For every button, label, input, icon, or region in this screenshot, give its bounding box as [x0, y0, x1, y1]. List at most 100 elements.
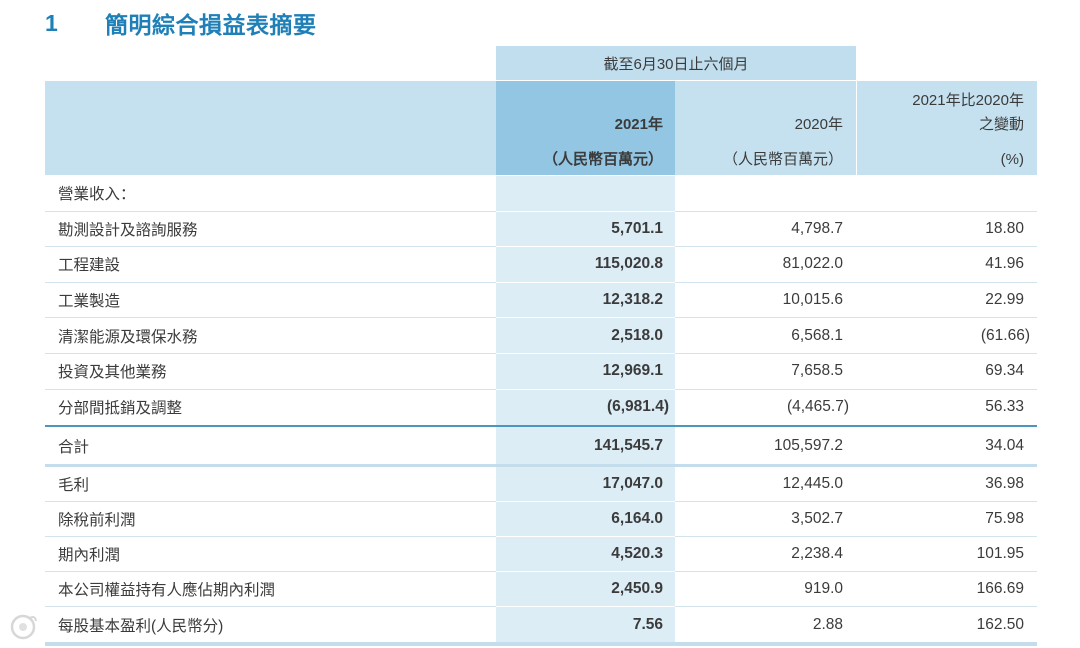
value-change: 22.99 — [985, 291, 1024, 309]
column-header-2021: 2021年 （人民幣百萬元） — [496, 81, 675, 175]
column-change-line1: 2021年比2020年 — [912, 92, 1024, 109]
column-header-change: 2021年比2020年 之變動 (%) — [856, 81, 1037, 175]
value-2020: 2.88 — [812, 615, 843, 633]
table-row: 清潔能源及環保水務 2,518.0 6,568.1 (61.66) — [45, 318, 1037, 354]
row-label: 除稅前利潤 — [45, 502, 496, 538]
row-label: 期內利潤 — [45, 537, 496, 573]
value-change: 101.95 — [976, 545, 1024, 563]
column-year-2020: 2020年 — [794, 116, 843, 133]
column-year-2021: 2021年 — [614, 116, 663, 133]
table-row: 除稅前利潤 6,164.0 3,502.7 75.98 — [45, 502, 1037, 538]
column-unit-2020: （人民幣百萬元） — [722, 151, 843, 168]
value-2021: (6,981.4) — [606, 398, 669, 416]
cell-2021: 2,518.0 — [496, 318, 675, 354]
column-change-unit: (%) — [1000, 151, 1024, 168]
value-2021: 12,969.1 — [602, 362, 663, 380]
row-label: 分部間抵銷及調整 — [58, 400, 183, 418]
table-row: 工程建設 115,020.8 81,022.0 41.96 — [45, 247, 1037, 283]
column-header-2020: 2020年 （人民幣百萬元） — [675, 81, 856, 175]
income-statement-table: 截至6月30日止六個月 2021年 （人民幣百萬元） 2020年 （人民幣百萬元… — [45, 46, 1037, 647]
cell-2020: (4,465.7) — [675, 390, 856, 426]
table-row: 工業製造 12,318.2 10,015.6 22.99 — [45, 282, 1037, 319]
table-row: 毛利 17,047.0 12,445.0 36.98 — [45, 467, 1037, 503]
section-label-row: 營業收入： — [45, 176, 1037, 212]
value-change: 162.50 — [976, 615, 1024, 633]
row-label: 每股基本盈利(人民幣分) — [58, 617, 224, 635]
value-2021: 2,518.0 — [611, 326, 663, 344]
cell-2020: 81,022.0 — [675, 247, 856, 283]
total-label: 合計 — [58, 438, 90, 456]
cell-2020: 4,798.7 — [675, 212, 856, 248]
table-row: 勘測設計及諮詢服務 5,701.1 4,798.7 18.80 — [45, 211, 1037, 248]
row-label: 工程建設 — [45, 247, 496, 283]
value-2020: 81,022.0 — [782, 255, 843, 273]
cell-2020 — [675, 176, 856, 212]
value-change: 18.80 — [985, 219, 1024, 237]
table-row: 投資及其他業務 12,969.1 7,658.5 69.34 — [45, 353, 1037, 390]
column-unit-2021: （人民幣百萬元） — [542, 151, 663, 168]
cell-change: 166.69 — [856, 572, 1037, 608]
value-2021: 12,318.2 — [602, 291, 663, 309]
value-2020: 7,658.5 — [791, 362, 843, 380]
cell-change: 36.98 — [856, 467, 1037, 503]
section-divider-band — [45, 464, 1037, 468]
value-change: 166.69 — [976, 580, 1024, 598]
cell-2020: 12,445.0 — [675, 467, 856, 503]
cell-2020: 2.88 — [675, 607, 856, 642]
cell-2020: 7,658.5 — [675, 354, 856, 390]
section-label: 營業收入： — [45, 176, 496, 212]
row-label: 投資及其他業務 — [45, 354, 496, 390]
cell-2020: 2,238.4 — [675, 537, 856, 573]
section-title: 1 簡明綜合損益表摘要 — [45, 7, 317, 39]
total-2020: 105,597.2 — [774, 436, 843, 454]
value-2020: 3,502.7 — [791, 510, 843, 528]
value-change: 41.96 — [985, 255, 1024, 273]
cell-2021: 141,545.7 — [496, 427, 675, 465]
value-change: 56.33 — [985, 398, 1024, 416]
cell-change: 56.33 — [856, 390, 1037, 426]
cell-change — [856, 176, 1037, 212]
row-label: 本公司權益持有人應佔期內利潤 — [45, 572, 496, 608]
total-divider-line — [45, 425, 1037, 428]
cell-2021: 115,020.8 — [496, 247, 675, 283]
cell-2020: 3,502.7 — [675, 502, 856, 538]
row-label: 勘測設計及諮詢服務 — [45, 212, 496, 248]
cell-2021: (6,981.4) — [496, 389, 675, 426]
cell-2021: 5,701.1 — [496, 211, 675, 248]
cell-change: 75.98 — [856, 502, 1037, 538]
table-row: 分部間抵銷及調整 (6,981.4) (4,465.7) 56.33 — [45, 389, 1037, 426]
value-change: 69.34 — [985, 362, 1024, 380]
value-2021: 5,701.1 — [611, 219, 663, 237]
value-2021: 4,520.3 — [611, 545, 663, 563]
cell-2021 — [496, 176, 675, 212]
table-row: 本公司權益持有人應佔期內利潤 2,450.9 919.0 166.69 — [45, 572, 1037, 608]
section-number: 1 — [45, 9, 58, 36]
value-2020: 2,238.4 — [791, 545, 843, 563]
value-2020: (4,465.7) — [786, 398, 849, 416]
value-2020: 12,445.0 — [782, 475, 843, 493]
value-2021: 17,047.0 — [602, 475, 663, 493]
column-change-line2: 之變動 — [978, 116, 1024, 133]
cell-2021: 12,318.2 — [496, 282, 675, 319]
watermark-logo-icon — [8, 612, 38, 647]
value-2020: 919.0 — [804, 580, 843, 598]
value-2021: 7.56 — [632, 615, 663, 633]
column-header-row: 2021年 （人民幣百萬元） 2020年 （人民幣百萬元） 2021年比2020… — [45, 81, 1037, 175]
cell-2021: 17,047.0 — [496, 467, 675, 503]
period-header-row: 截至6月30日止六個月 — [45, 46, 1037, 80]
cell-change: 69.34 — [856, 354, 1037, 390]
section-title-text: 簡明綜合損益表摘要 — [105, 12, 317, 38]
value-2021: 6,164.0 — [611, 510, 663, 528]
cell-change: 101.95 — [856, 537, 1037, 573]
label-column-header — [45, 81, 496, 175]
value-2020: 10,015.6 — [782, 291, 843, 309]
cell-change: 22.99 — [856, 283, 1037, 319]
cell-2021: 2,450.9 — [496, 572, 675, 608]
period-header: 截至6月30日止六個月 — [496, 46, 856, 80]
cell-2020: 919.0 — [675, 572, 856, 608]
cell-2021: 12,969.1 — [496, 353, 675, 390]
value-change: 75.98 — [985, 510, 1024, 528]
cell-2020: 10,015.6 — [675, 283, 856, 319]
cell-change: 162.50 — [856, 607, 1037, 642]
cell-2021: 6,164.0 — [496, 502, 675, 538]
